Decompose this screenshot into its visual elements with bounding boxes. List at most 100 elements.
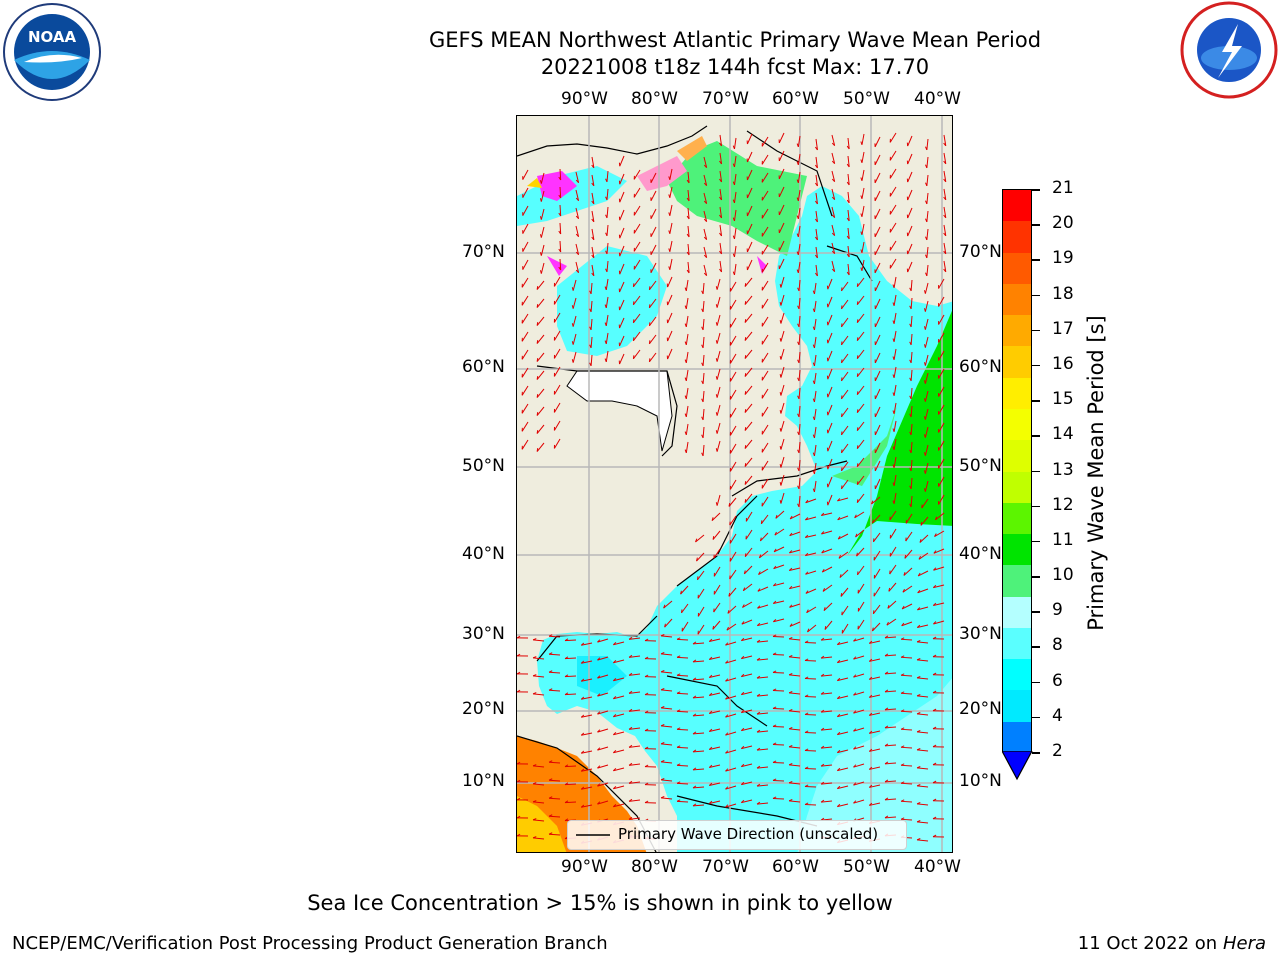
wave-arrow bbox=[713, 548, 721, 559]
wave-arrow bbox=[729, 335, 737, 346]
wave-arrow-head bbox=[884, 707, 889, 711]
wave-arrow-head bbox=[831, 232, 836, 237]
wave-arrow bbox=[597, 638, 609, 643]
wave-arrow bbox=[685, 351, 689, 363]
wave-arrow bbox=[564, 693, 577, 696]
wave-arrow-head bbox=[732, 163, 735, 168]
wave-arrow bbox=[815, 174, 818, 186]
wave-arrow bbox=[837, 767, 849, 772]
wave-arrow bbox=[667, 312, 673, 324]
wave-arrow-head bbox=[715, 376, 718, 380]
wave-arrow-head bbox=[892, 302, 895, 306]
wave-arrow-head bbox=[916, 658, 921, 661]
wave-arrow bbox=[813, 336, 817, 348]
wave-arrow bbox=[884, 654, 897, 657]
wave-arrow bbox=[874, 334, 881, 346]
lat-label: 20°N bbox=[462, 699, 505, 719]
wave-arrow bbox=[716, 350, 721, 362]
wave-arrow-head bbox=[909, 287, 912, 292]
wave-arrow bbox=[757, 784, 769, 787]
wave-arrow-head bbox=[740, 727, 745, 731]
wave-arrow-head bbox=[564, 800, 569, 804]
wave-arrow-head bbox=[846, 253, 850, 258]
wave-arrow bbox=[619, 173, 625, 185]
wave-arrow-head bbox=[917, 572, 921, 577]
wave-arrow-head bbox=[676, 709, 681, 712]
wave-arrow bbox=[797, 207, 801, 219]
wave-arrow bbox=[590, 354, 593, 367]
wave-arrow bbox=[559, 204, 562, 217]
wave-arrow-head bbox=[684, 341, 687, 346]
wave-arrow bbox=[522, 187, 529, 198]
wave-arrow bbox=[729, 317, 737, 328]
wave-arrow bbox=[831, 152, 836, 164]
wave-arrow-head bbox=[740, 673, 745, 677]
wave-arrow-head bbox=[536, 376, 539, 380]
wave-arrow bbox=[709, 674, 721, 678]
wave-arrow-head bbox=[887, 604, 890, 609]
wave-arrow bbox=[821, 512, 833, 517]
wave-arrow bbox=[821, 692, 833, 695]
lat-label: 60°N bbox=[462, 357, 505, 377]
wave-arrow bbox=[917, 785, 929, 788]
wave-arrow bbox=[778, 132, 785, 144]
wave-arrow-head bbox=[909, 431, 912, 436]
wave-arrow bbox=[827, 296, 833, 308]
wave-arrow-head bbox=[613, 678, 617, 682]
wave-arrow-head bbox=[837, 535, 841, 540]
wave-arrow-head bbox=[708, 782, 713, 786]
wave-arrow-head bbox=[701, 308, 704, 313]
wave-arrow-head bbox=[728, 592, 731, 597]
wave-arrow bbox=[917, 767, 929, 770]
wave-arrow bbox=[943, 260, 947, 272]
wave-arrow bbox=[917, 821, 929, 824]
wave-arrow bbox=[676, 638, 689, 641]
wave-arrow-head bbox=[788, 709, 793, 712]
wave-arrow-head bbox=[703, 218, 708, 223]
wave-arrow bbox=[728, 497, 737, 507]
wave-arrow-head bbox=[892, 392, 895, 396]
wave-arrow bbox=[856, 493, 865, 504]
wave-arrow bbox=[632, 331, 641, 342]
wave-arrow bbox=[900, 764, 913, 767]
wave-arrow bbox=[824, 620, 833, 630]
wave-arrow bbox=[893, 420, 897, 432]
wave-arrow bbox=[872, 622, 881, 632]
wave-arrow bbox=[893, 492, 897, 504]
wave-arrow bbox=[780, 420, 785, 432]
wave-arrow bbox=[773, 564, 785, 570]
wave-arrow bbox=[924, 372, 929, 384]
wave-arrow bbox=[692, 768, 705, 771]
wave-arrow bbox=[841, 371, 849, 382]
wave-arrow bbox=[807, 624, 817, 633]
wave-arrow bbox=[757, 802, 769, 805]
wave-arrow-head bbox=[796, 269, 799, 274]
wave-arrow bbox=[702, 300, 705, 313]
wave-arrow-head bbox=[605, 232, 608, 237]
wave-arrow bbox=[789, 800, 801, 803]
wave-arrow bbox=[661, 653, 673, 656]
wave-arrow-head bbox=[701, 434, 704, 439]
colorbar-segment bbox=[1003, 502, 1031, 535]
wave-arrow-head bbox=[684, 395, 687, 400]
wave-arrow bbox=[780, 402, 785, 414]
wave-arrow-head bbox=[943, 232, 947, 237]
wave-arrow bbox=[746, 205, 753, 217]
lat-label: 70°N bbox=[462, 242, 505, 262]
wave-arrow-head bbox=[916, 712, 921, 715]
wave-arrow-head bbox=[925, 164, 928, 169]
wave-arrow-head bbox=[536, 448, 539, 452]
wave-arrow-head bbox=[774, 531, 777, 536]
wave-arrow bbox=[893, 294, 897, 306]
wave-arrow bbox=[761, 352, 769, 363]
wave-arrow-head bbox=[892, 482, 895, 486]
wave-arrow bbox=[813, 444, 817, 456]
wave-arrow bbox=[861, 133, 865, 145]
wave-arrow-head bbox=[613, 732, 617, 736]
wave-arrow bbox=[661, 689, 673, 692]
wave-arrow bbox=[676, 764, 689, 767]
wave-arrow bbox=[780, 312, 785, 324]
wave-arrow bbox=[847, 155, 850, 167]
wave-arrow bbox=[893, 276, 897, 288]
wave-arrow-head bbox=[812, 290, 815, 295]
